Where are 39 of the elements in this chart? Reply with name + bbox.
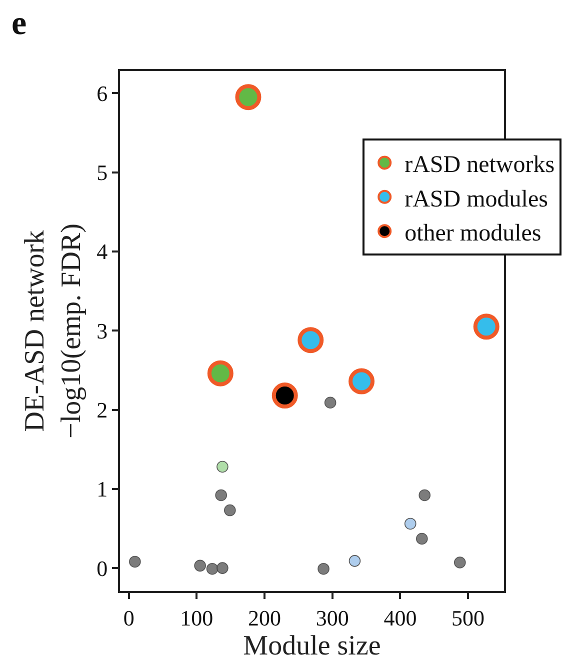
- x-tick-label: 0: [123, 605, 134, 630]
- point: [206, 562, 218, 575]
- y-tick-label: 3: [96, 318, 108, 344]
- y-tick-label: 1: [96, 476, 108, 502]
- point: [129, 556, 141, 568]
- chart-title: e: [12, 4, 27, 42]
- point: [348, 368, 375, 394]
- point: [272, 382, 298, 408]
- point: [207, 360, 234, 386]
- point: [224, 504, 236, 516]
- point: [318, 562, 330, 575]
- point: [418, 489, 431, 502]
- point: [298, 327, 324, 354]
- point: [454, 556, 466, 568]
- y-tick-label: 5: [96, 160, 108, 186]
- point: [216, 562, 228, 574]
- point: [404, 518, 416, 530]
- point: [216, 460, 228, 473]
- y-tick-label: 6: [96, 80, 108, 106]
- point: [473, 314, 500, 340]
- legend-label: other modules: [404, 220, 542, 246]
- point: [416, 532, 428, 545]
- x-tick-label: 200: [248, 605, 282, 630]
- y-tick-label: 2: [96, 397, 108, 422]
- point: [194, 560, 206, 572]
- point: [235, 84, 262, 110]
- x-tick-label: 400: [384, 605, 417, 630]
- x-tick-label: 500: [452, 605, 485, 630]
- y-axis-title: DE-ASD network −log10(emp. FDR): [19, 224, 87, 438]
- legend-label: rASD modules: [404, 186, 548, 212]
- legend-label: rASD networks: [404, 152, 555, 178]
- x-axis-title: Module size: [243, 630, 381, 662]
- point: [215, 489, 227, 502]
- y-tick-label: 4: [96, 239, 108, 264]
- y-tick-label: 0: [96, 556, 108, 581]
- point: [324, 396, 336, 409]
- x-tick-label: 100: [180, 605, 214, 630]
- x-tick-label: 300: [316, 605, 349, 630]
- point: [348, 555, 361, 567]
